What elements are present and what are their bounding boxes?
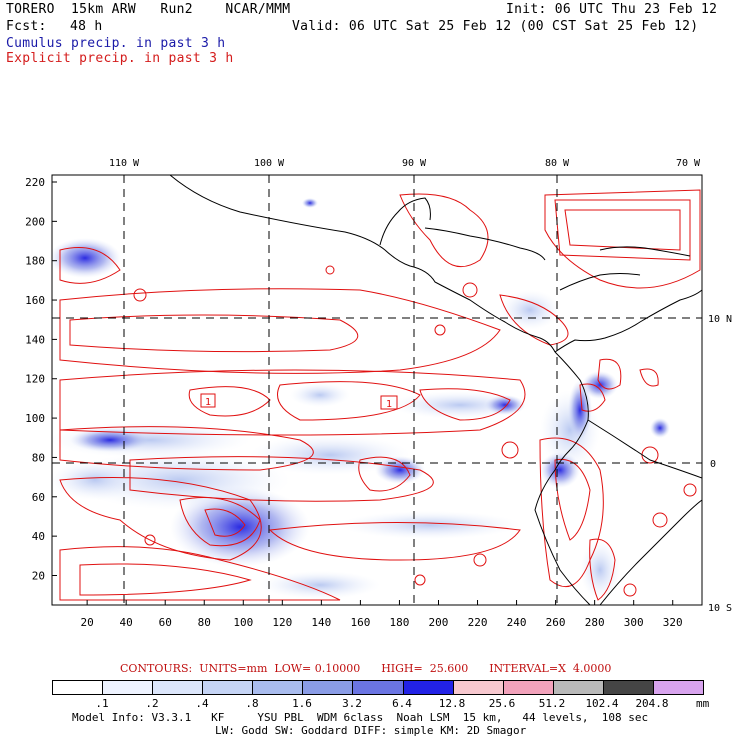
- legend-swatch: [603, 681, 654, 694]
- model-info-line: Model Info: V3.3.1 KF YSU PBL WDM 6class…: [72, 711, 649, 724]
- x-tick-label: 300: [624, 616, 644, 629]
- lat-lon-grid: [52, 175, 702, 605]
- y-tick-label: 140: [25, 333, 45, 346]
- boxed-label-2: 1: [386, 399, 392, 410]
- x-tick-label: 260: [546, 616, 566, 629]
- legend-swatch: [303, 681, 354, 694]
- cumulus-precip-label: Cumulus precip. in past 3 h: [6, 36, 226, 51]
- coastlines: [169, 175, 702, 605]
- plot-area: [52, 175, 702, 605]
- init-time: Init: 06 UTC Thu 23 Feb 12: [506, 2, 718, 17]
- legend-swatch: [153, 681, 204, 694]
- boxed-label-1-frame: [200, 393, 216, 408]
- axis-ticks: [52, 181, 674, 605]
- legend-swatch: [253, 681, 304, 694]
- lon-label-70w: 70 W: [676, 158, 701, 169]
- lat-label-0: 0: [710, 459, 716, 470]
- explicit-precip-contours: [59, 189, 701, 601]
- legend-label: 25.6: [488, 697, 516, 710]
- x-tick-label: 220: [468, 616, 488, 629]
- legend-label: 102.4: [585, 697, 619, 710]
- legend-swatch: [53, 681, 104, 694]
- x-tick-label: 240: [507, 616, 527, 629]
- y-tick-label: 120: [25, 373, 45, 386]
- forecast-label: Fcst:: [6, 19, 47, 34]
- legend-unit: mm: [696, 697, 710, 710]
- x-tick-label: 120: [272, 616, 292, 629]
- legend-swatch: [353, 681, 404, 694]
- x-tick-label: 280: [585, 616, 605, 629]
- x-tick-label: 180: [390, 616, 410, 629]
- lat-label-10n: 10 N: [708, 314, 732, 325]
- y-tick-label: 180: [25, 255, 45, 268]
- lon-label-100w: 100 W: [254, 158, 285, 169]
- explicit-precip-label: Explicit precip. in past 3 h: [6, 51, 234, 66]
- y-tick-label: 60: [32, 491, 45, 504]
- legend-label: 51.2: [538, 697, 566, 710]
- legend-label: 3.2: [342, 697, 362, 710]
- model-run-title: TORERO 15km ARW Run2 NCAR/MMM: [6, 2, 291, 17]
- x-tick-label: 200: [429, 616, 449, 629]
- valid-time: Valid: 06 UTC Sat 25 Feb 12 (00 CST Sat …: [292, 19, 699, 34]
- y-tick-label: 220: [25, 176, 45, 189]
- legend-label: 12.8: [438, 697, 466, 710]
- contour-info: CONTOURS: UNITS=mm LOW= 0.10000 HIGH= 25…: [120, 662, 612, 675]
- y-tick-label: 160: [25, 294, 45, 307]
- y-tick-label: 20: [32, 569, 45, 582]
- y-tick-label: 80: [32, 451, 45, 464]
- legend-swatch: [103, 681, 154, 694]
- legend-label: 6.4: [392, 697, 412, 710]
- lat-label-10s: 10 S: [708, 603, 732, 614]
- x-tick-label: 160: [350, 616, 370, 629]
- color-legend-bar: [52, 680, 704, 695]
- legend-swatch: [653, 681, 704, 694]
- legend-label: .2: [145, 697, 159, 710]
- x-tick-label: 20: [81, 616, 94, 629]
- boxed-label-1: 1: [205, 397, 211, 408]
- legend-label: .1: [95, 697, 109, 710]
- physics-info-line: LW: Godd SW: Goddard DIFF: simple KM: 2D…: [215, 724, 527, 737]
- legend-label: 1.6: [292, 697, 312, 710]
- y-tick-label: 100: [25, 412, 45, 425]
- y-tick-label: 40: [32, 530, 45, 543]
- legend-swatch: [203, 681, 254, 694]
- lon-label-80w: 80 W: [545, 158, 570, 169]
- x-tick-label: 320: [663, 616, 683, 629]
- plot-frame: [51, 174, 703, 606]
- precipitation-map: 1 1 110 W 100 W 90 W 80 W 70 W 10 N 0 10…: [25, 158, 732, 629]
- lon-label-110w: 110 W: [109, 158, 140, 169]
- legend-label: .8: [245, 697, 259, 710]
- x-tick-label: 100: [233, 616, 253, 629]
- legend-label: .4: [195, 697, 209, 710]
- x-tick-label: 60: [159, 616, 172, 629]
- x-tick-label: 80: [198, 616, 211, 629]
- legend-swatch: [503, 681, 554, 694]
- boxed-label-2-frame: [380, 395, 398, 410]
- legend-swatch: [553, 681, 604, 694]
- legend-swatch: [403, 681, 454, 694]
- y-tick-label: 200: [25, 215, 45, 228]
- lon-label-90w: 90 W: [402, 158, 427, 169]
- forecast-hour: 48 h: [70, 19, 103, 34]
- x-tick-label: 140: [311, 616, 331, 629]
- x-tick-label: 40: [120, 616, 133, 629]
- legend-swatch: [453, 681, 504, 694]
- legend-label: 204.8: [635, 697, 669, 710]
